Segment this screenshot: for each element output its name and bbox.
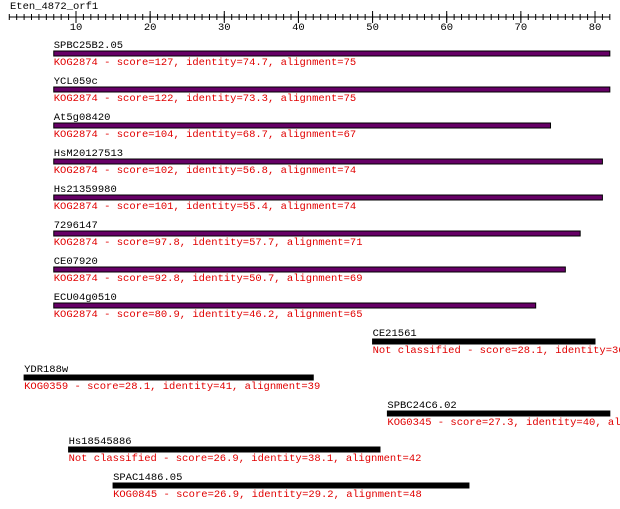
- hit-bar: [68, 446, 381, 453]
- hit-name: CE21561: [373, 328, 417, 340]
- hit-name: SPAC1486.05: [113, 472, 182, 484]
- ruler-tick-label: 40: [292, 22, 305, 34]
- hit-bar: [53, 86, 611, 93]
- hit-name: CE07920: [54, 256, 98, 268]
- ruler-tick-label: 80: [589, 22, 602, 34]
- hit-label: Not classified - score=28.1, identity=36…: [373, 345, 620, 357]
- ruler-tick-label: 30: [218, 22, 231, 34]
- hit-name: SPBC24C6.02: [387, 400, 456, 412]
- hit-name: At5g08420: [54, 112, 111, 124]
- hit-label: KOG0359 - score=28.1, identity=41, align…: [24, 381, 320, 393]
- hit-label: KOG0345 - score=27.3, identity=40, alig: [387, 417, 620, 429]
- hit-bar: [53, 122, 552, 129]
- hit-label: KOG2874 - score=122, identity=73.3, alig…: [54, 93, 356, 105]
- hit-label: KOG2874 - score=104, identity=68.7, alig…: [54, 129, 356, 141]
- hit-label: KOG2874 - score=92.8, identity=50.7, ali…: [54, 273, 363, 285]
- hit-bar: [53, 194, 603, 201]
- hit-label: KOG2874 - score=97.8, identity=57.7, ali…: [54, 237, 363, 249]
- hit-name: YCL059c: [54, 76, 98, 88]
- hit-label: KOG2874 - score=101, identity=55.4, alig…: [54, 201, 356, 213]
- hit-bar: [53, 266, 566, 273]
- ruler-tick-label: 70: [515, 22, 528, 34]
- hit-bar: [53, 158, 603, 165]
- hit-name: 7296147: [54, 220, 98, 232]
- ruler-tick-label: 50: [366, 22, 379, 34]
- ruler-tick-label: 60: [440, 22, 453, 34]
- hit-label: KOG0845 - score=26.9, identity=29.2, ali…: [113, 489, 422, 501]
- ruler-tick-label: 10: [70, 22, 83, 34]
- hit-bar: [23, 374, 314, 381]
- hit-name: Hs21359980: [54, 184, 117, 196]
- hit-label: KOG2874 - score=80.9, identity=46.2, ali…: [54, 309, 363, 321]
- hit-label: KOG2874 - score=102, identity=56.8, alig…: [54, 165, 356, 177]
- hit-name: Hs18545886: [69, 436, 132, 448]
- hit-name: ECU04g0510: [54, 292, 117, 304]
- query-title: Eten_4872_orf1: [10, 1, 98, 13]
- hit-bar: [53, 230, 581, 237]
- ruler-tick-label: 20: [144, 22, 157, 34]
- hit-label: KOG2874 - score=127, identity=74.7, alig…: [54, 57, 356, 69]
- hit-bar: [372, 338, 596, 345]
- hit-bar: [112, 482, 470, 489]
- hit-name: YDR188w: [24, 364, 69, 376]
- hit-name: SPBC25B2.05: [54, 40, 123, 52]
- hit-name: HsM20127513: [54, 148, 123, 160]
- hit-bar: [386, 410, 611, 417]
- hit-label: Not classified - score=26.9, identity=38…: [69, 453, 422, 465]
- hit-bar: [53, 302, 537, 309]
- hit-bar: [53, 50, 611, 57]
